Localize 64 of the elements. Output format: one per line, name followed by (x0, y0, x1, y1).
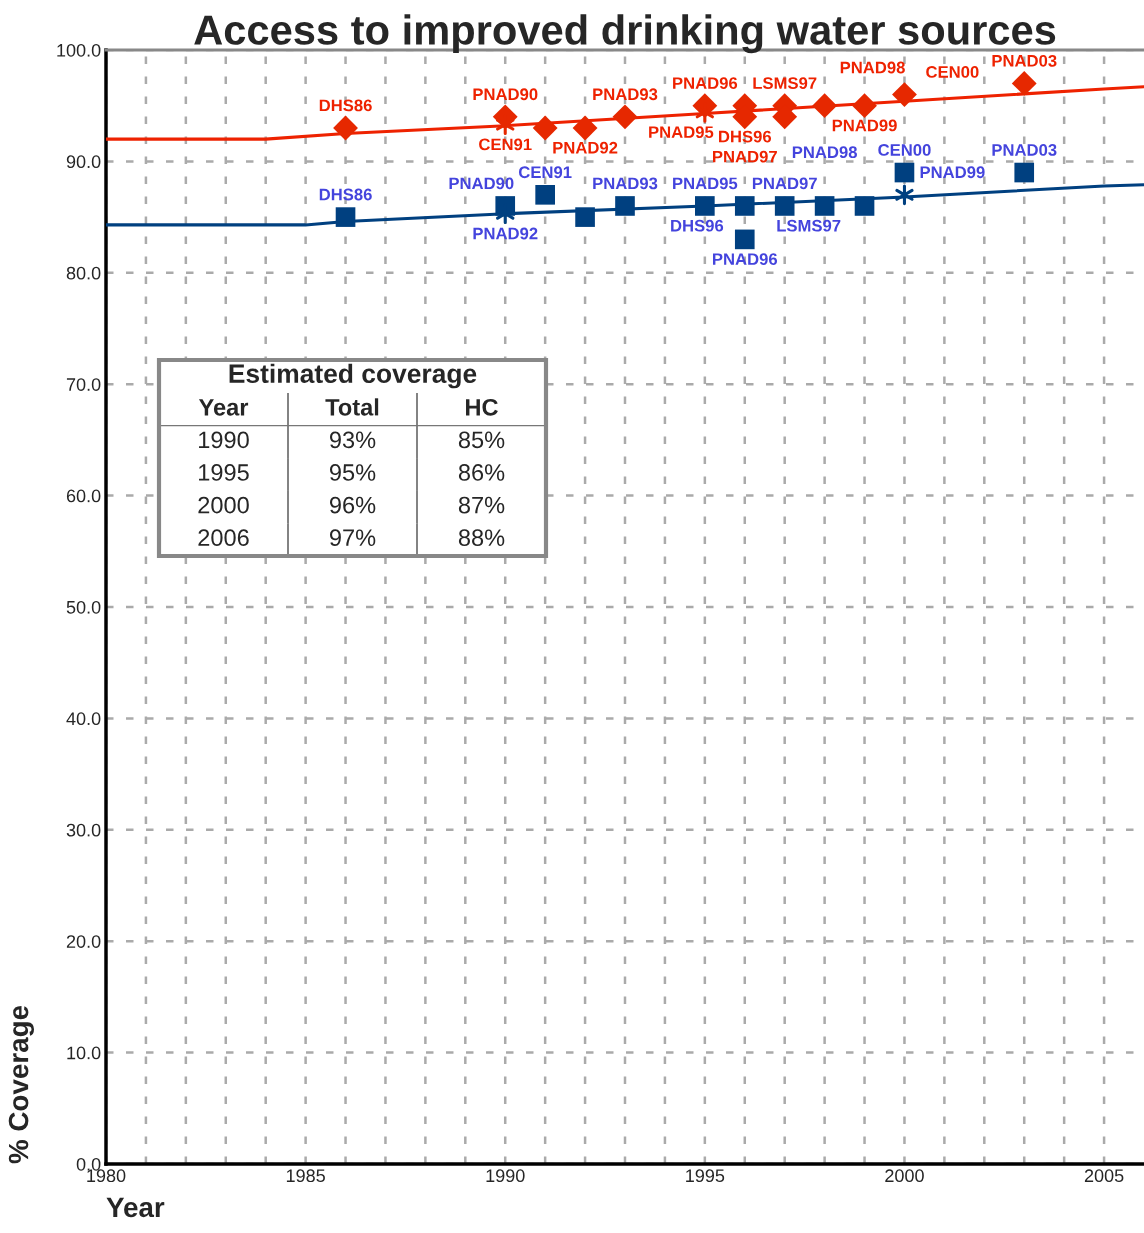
y-tick-label: 60.0 (66, 489, 101, 503)
y-tick-label: 70.0 (66, 378, 101, 391)
annotation: DHS96 (671, 219, 724, 232)
x-tick-label: 1985 (286, 1169, 325, 1183)
annotation: PNAD99 (920, 166, 985, 179)
annotation: 86% (458, 464, 505, 481)
annotation: PNAD96 (713, 253, 778, 266)
annotation: PNAD99 (832, 119, 897, 132)
annotation: DHS86 (319, 188, 372, 201)
annotation: CEN00 (878, 144, 931, 156)
annotation: 88% (458, 529, 505, 547)
annotation: HC (466, 398, 498, 416)
y-axis-title: % Coverage (8, 1005, 34, 1164)
y-tick-label: 40.0 (66, 712, 101, 726)
annotation: PNAD92 (473, 227, 538, 240)
annotation: PNAD96 (673, 77, 738, 90)
x-tick-label: 1980 (87, 1169, 126, 1183)
y-tick-label: 100.0 (57, 43, 101, 57)
x-tick-label: 2000 (885, 1169, 924, 1183)
annotation: 2000 (198, 496, 249, 514)
x-tick-label: 1995 (686, 1169, 725, 1183)
annotation: PNAD95 (649, 126, 714, 139)
y-tick-label: 90.0 (66, 155, 101, 169)
y-tick-label: 0.0 (76, 1157, 101, 1171)
y-tick-label: 80.0 (66, 266, 101, 280)
annotation: CEN00 (926, 66, 979, 78)
annotation: PNAD95 (673, 177, 738, 190)
annotation: LSMS97 (777, 219, 841, 232)
annotation: PNAD03 (992, 144, 1057, 156)
y-tick-label: 30.0 (66, 823, 101, 837)
annotation: DHS96 (719, 130, 772, 143)
annotation: CEN91 (479, 138, 532, 151)
annotation: 85% (458, 431, 505, 449)
annotation: PNAD03 (992, 54, 1057, 67)
x-axis-title: Year (106, 1197, 165, 1218)
annotation: 96% (329, 496, 376, 514)
annotation: Year (198, 399, 249, 416)
y-tick-label: 50.0 (66, 600, 101, 614)
annotation: PNAD97 (752, 177, 817, 190)
annotation: Total (325, 398, 379, 416)
annotation: PNAD92 (553, 141, 618, 154)
y-tick-label: 20.0 (66, 935, 101, 948)
annotation: DHS86 (319, 99, 372, 112)
annotation: 2006 (198, 529, 249, 547)
annotation: CEN91 (518, 166, 572, 179)
annotation: 87% (458, 496, 505, 514)
y-tick-label: 10.0 (67, 1046, 101, 1060)
annotation: 97% (329, 529, 376, 547)
annotation: PNAD93 (593, 177, 658, 190)
annotation: PNAD93 (593, 88, 658, 101)
annotation: PNAD90 (473, 88, 538, 101)
x-tick-label: 1990 (486, 1169, 525, 1183)
annotation: 1995 (199, 464, 249, 481)
annotation: 93% (329, 431, 376, 449)
annotation: PNAD90 (449, 177, 514, 190)
annotation: 1990 (199, 431, 249, 449)
chart-title: Access to improved drinking water sources (194, 14, 1056, 54)
annotation: Estimated coverage (229, 363, 477, 389)
annotation: PNAD98 (792, 146, 857, 159)
annotation: PNAD97 (713, 150, 777, 163)
annotation: PNAD98 (840, 61, 905, 74)
annotation: 95% (329, 464, 376, 481)
annotation: LSMS97 (753, 77, 817, 90)
x-tick-label: 2005 (1084, 1169, 1124, 1183)
